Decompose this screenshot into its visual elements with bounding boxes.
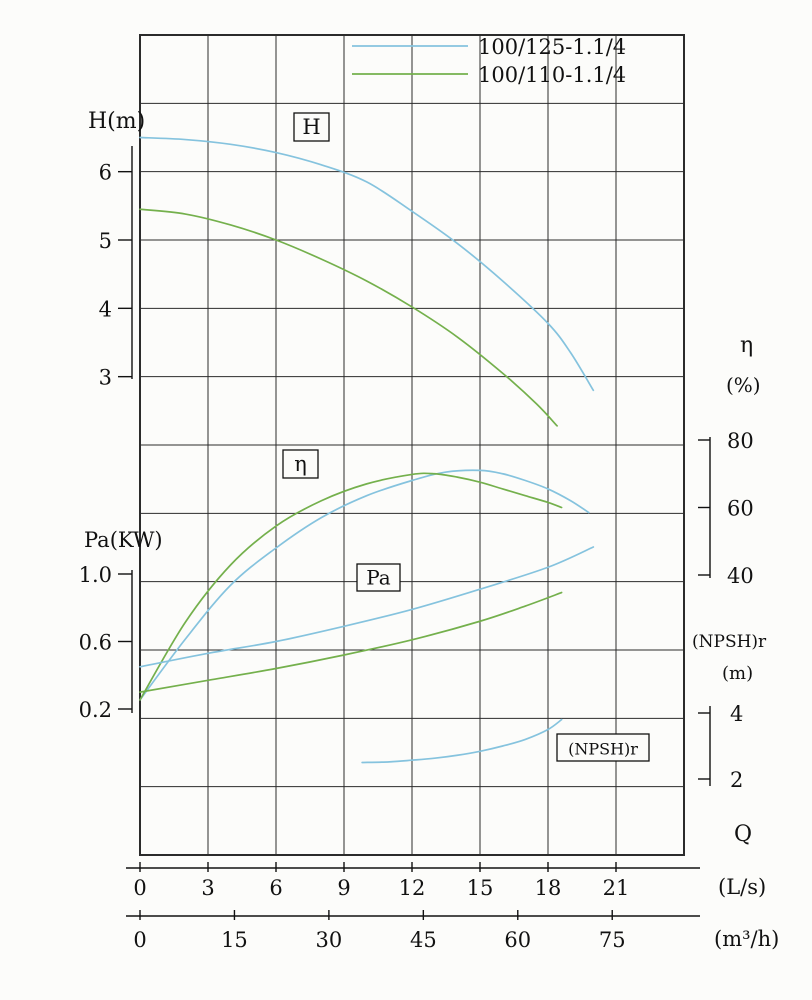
pa-axis-tick-label: 0.6 (79, 631, 112, 655)
h-axis-tick-label: 6 (99, 161, 112, 185)
h-axis-tick-label: 3 (99, 366, 112, 390)
x-axis-ls-tick-label: 18 (535, 876, 562, 900)
npshr-axis-tick-label: 4 (730, 702, 743, 726)
npshr-axis-tick-label: 2 (730, 768, 743, 792)
eta-axis-tick-label: 40 (727, 564, 754, 588)
curve-H-100-125 (139, 136, 595, 392)
h-axis-title: H(m) (88, 109, 145, 134)
curve-label-Pa: Pa (366, 566, 391, 590)
x-axis-ls-tick-label: 12 (399, 876, 426, 900)
x-axis-m3h-tick-label: 60 (504, 928, 531, 952)
eta-axis-tick-label: 80 (727, 429, 754, 453)
x-axis-ls-tick-label: 15 (467, 876, 494, 900)
curve-NPSHr-100-125 (361, 718, 563, 764)
curve-label-box-Pa (356, 563, 401, 592)
eta-axis-title: η (740, 333, 753, 358)
x-axis-ls-tick-label: 21 (603, 876, 630, 900)
curve-Pa-100-125 (139, 546, 595, 668)
pa-axis-title: Pa(KW) (84, 528, 163, 552)
x-axis-m3h-tick-label: 75 (599, 928, 626, 952)
npshr-axis-unit: (m) (722, 663, 753, 684)
x-axis-ls-unit: (L/s) (718, 875, 766, 899)
eta-axis-unit: (%) (726, 373, 761, 397)
x-axis-ls-tick-label: 6 (269, 876, 282, 900)
pa-axis-tick-label: 0.2 (79, 698, 112, 722)
x-axis-ls-tick-label: 3 (201, 876, 214, 900)
x-axis-m3h-tick-label: 0 (133, 928, 146, 952)
h-axis-tick-label: 5 (99, 229, 112, 253)
curve-label-eta: η (294, 452, 307, 476)
x-axis-ls-tick-label: 0 (133, 876, 146, 900)
legend-label-1: 100/110-1.1/4 (478, 63, 626, 87)
pa-axis-tick-label: 1.0 (79, 563, 112, 587)
x-axis-ls-tick-label: 9 (337, 876, 350, 900)
curve-label-H: H (302, 115, 320, 139)
legend-label-0: 100/125-1.1/4 (478, 35, 626, 59)
curve-label-box-eta (282, 449, 319, 479)
x-axis-m3h-tick-label: 15 (221, 928, 248, 952)
curve-H-100-110 (139, 208, 558, 427)
eta-axis-tick-label: 60 (727, 497, 754, 521)
curve-Pa-100-110 (139, 591, 563, 693)
curve-label-npshr: (NPSH)r (568, 740, 638, 759)
plot-border (139, 34, 685, 856)
h-axis-tick-label: 4 (99, 297, 112, 321)
npshr-axis-title: (NPSH)r (692, 632, 767, 652)
curve-label-box-npshr (556, 733, 650, 762)
curve-eta-100-125 (139, 469, 590, 701)
x-axis-m3h-tick-label: 30 (316, 928, 343, 952)
curve-eta-100-110 (139, 472, 563, 701)
q-axis-title: Q (734, 822, 752, 847)
x-axis-m3h-unit: (m³/h) (714, 927, 779, 951)
x-axis-m3h-tick-label: 45 (410, 928, 437, 952)
curve-label-box-H (293, 112, 330, 142)
